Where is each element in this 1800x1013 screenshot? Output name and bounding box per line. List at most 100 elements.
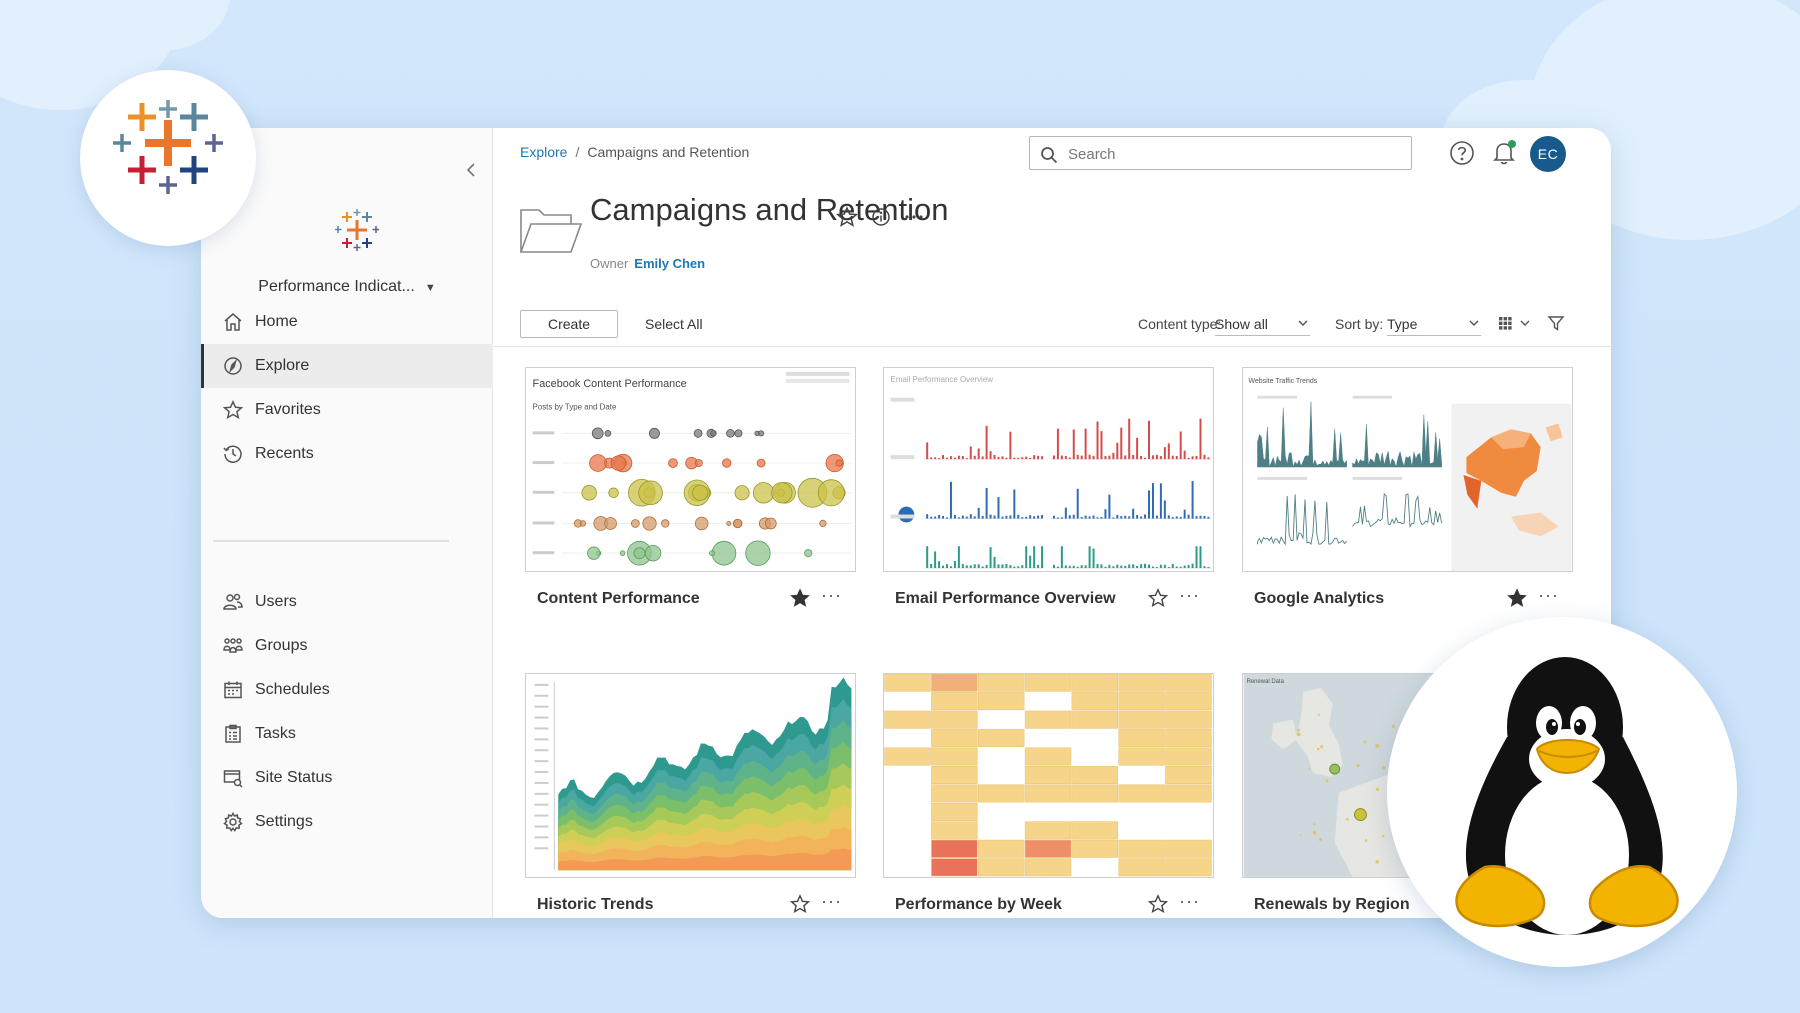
map-point: [1316, 747, 1320, 751]
nav-item-users[interactable]: Users: [201, 580, 493, 624]
card-title[interactable]: Historic Trends: [537, 896, 654, 913]
card-title[interactable]: Email Performance Overview: [895, 590, 1116, 607]
heatmap-cell: [931, 766, 978, 784]
nav-item-label: Explore: [255, 357, 310, 374]
bar-mark: [957, 546, 960, 569]
bar-mark: [1203, 515, 1206, 519]
nav-item-tasks[interactable]: Tasks: [201, 712, 493, 756]
workbook-thumbnail[interactable]: Website Traffic Trends: [1242, 367, 1573, 572]
row-label: [532, 551, 555, 555]
bar-mark: [1136, 437, 1139, 460]
heatmap-cell: [1118, 784, 1165, 803]
bar-mark: [1179, 516, 1182, 519]
toolbar-divider: [493, 346, 1611, 347]
heatmap-cell: [1118, 729, 1165, 748]
map-point: [1308, 767, 1311, 770]
filter-button[interactable]: [1547, 314, 1565, 332]
area-mark: [1352, 414, 1442, 468]
bar-mark: [1033, 516, 1036, 519]
breadcrumb: Explore / Campaigns and Retention: [520, 144, 749, 160]
favorite-star-icon[interactable]: [1148, 588, 1168, 608]
notifications-button[interactable]: [1491, 140, 1517, 166]
search-input[interactable]: [1068, 143, 1398, 165]
sidebar: Performance Indicat... ▼ Home Explore Fav…: [201, 128, 493, 918]
card-title[interactable]: Content Performance: [537, 590, 700, 607]
heatmap-cell: [978, 839, 1025, 858]
favorite-star-icon[interactable]: [790, 894, 810, 914]
card-title[interactable]: Google Analytics: [1254, 590, 1385, 607]
workbook-thumbnail[interactable]: [883, 673, 1214, 878]
heatmap-cell: [978, 784, 1025, 803]
bar-mark: [1151, 566, 1154, 569]
heatmap-cell: [978, 858, 1025, 877]
bar-mark: [1021, 457, 1024, 460]
bubble-mark: [668, 458, 678, 468]
view-toggle-button[interactable]: [1498, 314, 1534, 332]
nav-item-recents[interactable]: Recents: [201, 432, 493, 476]
nav-item-schedules[interactable]: Schedules: [201, 668, 493, 712]
nav-item-home[interactable]: Home: [201, 300, 493, 344]
map-region: [1463, 474, 1482, 509]
bar-mark: [1112, 566, 1115, 569]
bubble-mark: [726, 520, 732, 526]
select-all-button[interactable]: Select All: [645, 316, 703, 332]
favorite-star-icon[interactable]: [1148, 894, 1168, 914]
workbook-thumbnail[interactable]: Email Performance Overview: [883, 367, 1214, 572]
bar-mark: [1009, 431, 1012, 460]
nav-item-label: Tasks: [255, 725, 296, 742]
nav-item-site-status[interactable]: Site Status: [201, 756, 493, 800]
axis-tick-label: [534, 749, 549, 752]
card-title[interactable]: Performance by Week: [895, 896, 1062, 913]
axis-tick-label: [534, 825, 549, 828]
bar-mark: [946, 457, 948, 460]
favorite-project-button[interactable]: [835, 206, 859, 228]
nav-item-label: Recents: [255, 445, 314, 462]
bar-mark: [1076, 566, 1079, 569]
heatmap-cell: [1024, 710, 1072, 729]
favorite-star-icon[interactable]: [1507, 588, 1527, 608]
site-status-icon: [223, 770, 243, 788]
bar-mark: [1009, 565, 1012, 569]
avatar[interactable]: EC: [1530, 136, 1566, 172]
nav-item-favorites[interactable]: Favorites: [201, 388, 493, 432]
breadcrumb-link-explore[interactable]: Explore: [520, 144, 568, 160]
collapse-sidebar-icon[interactable]: [463, 162, 479, 178]
workbook-thumbnail[interactable]: Facebook Content Performance Posts by Ty…: [525, 367, 856, 572]
favorite-star-icon[interactable]: [790, 588, 810, 608]
project-more-button[interactable]: [903, 206, 925, 228]
card-more-button[interactable]: ···: [821, 585, 842, 605]
site-switcher[interactable]: Performance Indicat... ▼: [201, 278, 493, 296]
card-more-button[interactable]: ···: [1538, 585, 1559, 605]
bar-mark: [1076, 454, 1079, 460]
card-title[interactable]: Renewals by Region: [1254, 896, 1410, 913]
bar-mark: [1013, 489, 1016, 519]
axis-tick-label: [534, 803, 549, 806]
content-type-select[interactable]: Show all: [1215, 312, 1310, 336]
help-button[interactable]: [1449, 140, 1475, 166]
workbook-thumbnail[interactable]: [525, 673, 856, 878]
map-point: [1382, 765, 1386, 770]
heatmap-cell: [884, 674, 931, 692]
heatmap-cell: [931, 729, 978, 748]
card-more-button[interactable]: ···: [1179, 585, 1200, 605]
bar-mark: [1017, 514, 1020, 519]
map-point: [1364, 839, 1368, 842]
bar-mark: [1144, 457, 1147, 460]
card-more-button[interactable]: ···: [821, 891, 842, 911]
bubble-mark: [726, 429, 735, 438]
bar-mark: [1112, 517, 1115, 519]
project-info-button[interactable]: [870, 206, 892, 228]
bar-mark: [1155, 515, 1158, 519]
create-button[interactable]: Create: [520, 310, 618, 338]
bar-mark: [1037, 564, 1040, 569]
bell-icon: [1493, 143, 1515, 165]
bar-mark: [1163, 500, 1166, 519]
card-more-button[interactable]: ···: [1179, 891, 1200, 911]
nav-item-settings[interactable]: Settings: [201, 800, 493, 844]
nav-item-explore[interactable]: Explore: [201, 344, 493, 388]
bar-mark: [1128, 418, 1131, 460]
nav-item-groups[interactable]: Groups: [201, 624, 493, 668]
sort-by-select[interactable]: Type: [1387, 312, 1481, 336]
owner-name-link[interactable]: Emily Chen: [634, 256, 706, 271]
bar-mark: [1191, 563, 1194, 569]
